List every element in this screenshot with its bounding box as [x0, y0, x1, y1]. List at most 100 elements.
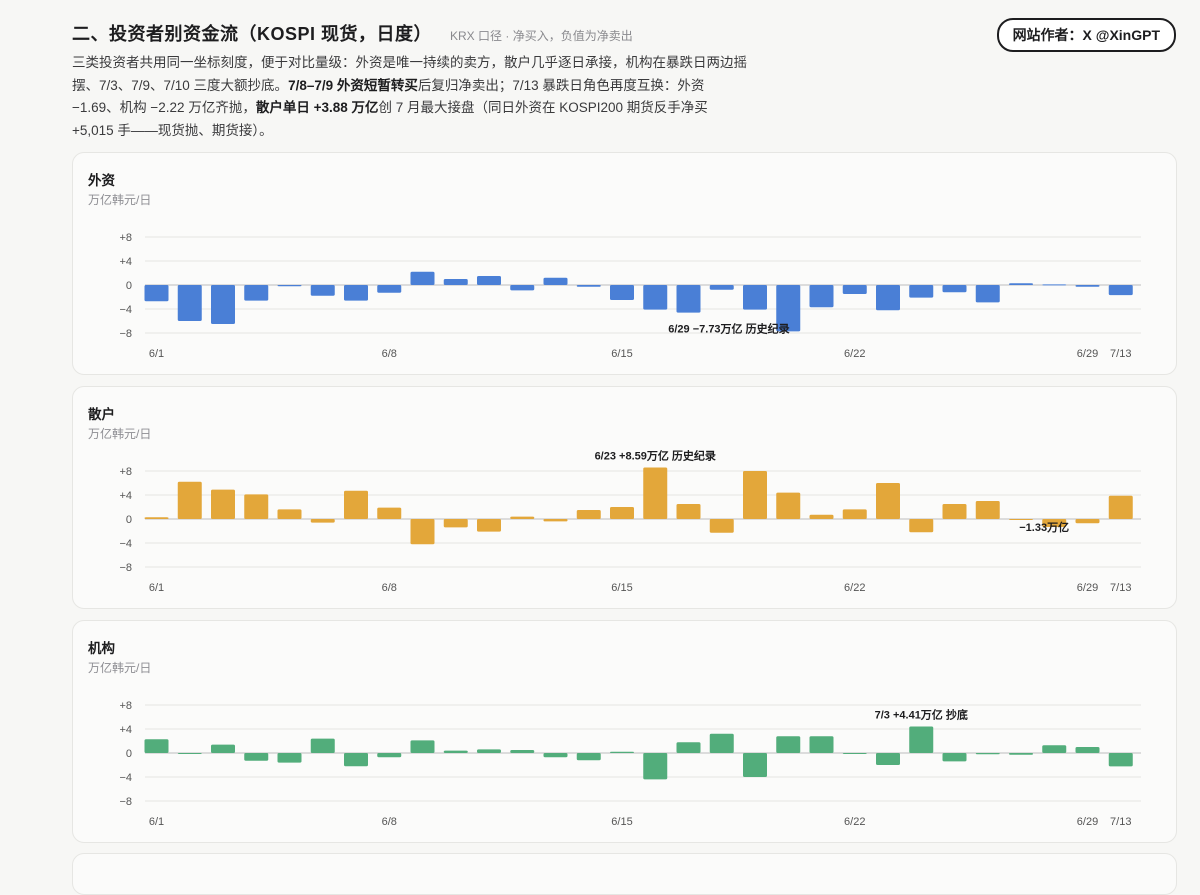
institution-y-tick-label: +4 [119, 724, 132, 736]
foreign-y-tick-label: −8 [119, 328, 132, 340]
institution-x-tick-label: 6/29 [1077, 816, 1098, 828]
foreign-bar [842, 285, 867, 294]
institution-panel-unit: 万亿韩元/日 [88, 661, 152, 675]
institution-bar [975, 753, 1000, 755]
institution-y-tick-label: 0 [126, 748, 132, 760]
retail-bar [211, 489, 235, 519]
retail-x-tick-label: 6/15 [611, 582, 632, 594]
foreign-y-tick-label: 0 [126, 280, 132, 292]
retail-bar [144, 517, 169, 519]
retail-x-tick-label: 6/1 [149, 582, 164, 594]
retail-annotation: −1.33万亿 [1019, 520, 1069, 534]
institution-bar [610, 751, 634, 753]
institution-bar [1042, 745, 1067, 753]
retail-bar [1108, 495, 1133, 519]
foreign-bar [177, 285, 202, 321]
retail-bar [244, 494, 269, 519]
foreign-bar [610, 285, 634, 300]
institution-bar [842, 753, 867, 754]
author-badge[interactable]: 网站作者：X @XinGPT [996, 18, 1176, 52]
retail-bar [743, 471, 767, 519]
retail-bar [477, 519, 501, 532]
retail-x-tick-label: 6/22 [844, 582, 865, 594]
description-text-3: 创 7 月最大接盘（同日外资在 KOSPI200 期货反手净买 +5,015 手… [72, 100, 708, 138]
retail-y-tick-label: −8 [119, 562, 132, 574]
retail-panel-title: 散户 [88, 407, 115, 422]
foreign-panel-unit: 万亿韩元/日 [88, 193, 152, 207]
description-bold-2: 散户单日 +3.88 万亿 [255, 100, 379, 115]
institution-panel-title: 机构 [88, 641, 115, 656]
institution-bar [909, 726, 934, 753]
retail-annotation: 6/23 +8.59万亿 历史纪录 [595, 448, 716, 462]
retail-bar [576, 510, 601, 519]
foreign-x-tick-label: 6/29 [1077, 348, 1098, 360]
retail-y-tick-label: +8 [119, 466, 132, 478]
foreign-bar [809, 285, 834, 308]
institution-bar [477, 749, 501, 753]
institution-bar [211, 744, 235, 753]
foreign-bar [477, 276, 501, 285]
description-text-2: 后复归净卖出；7/13 暴跌日角色再度互换：外资 −1.69、机构 −2.22 … [72, 77, 705, 116]
institution-bar [676, 742, 701, 753]
retail-x-tick-label: 6/29 [1077, 582, 1098, 594]
foreign-bar [310, 285, 335, 296]
foreign-bar [144, 285, 169, 302]
foreign-bar [942, 285, 967, 293]
foreign-bar [709, 285, 734, 290]
retail-bar [610, 507, 634, 519]
foreign-bar [277, 285, 302, 287]
foreign-bar [975, 285, 1000, 303]
retail-x-tick-label: 7/13 [1110, 582, 1131, 594]
retail-bar [909, 519, 934, 533]
institution-y-tick-label: −4 [119, 772, 132, 784]
foreign-y-tick-label: +4 [119, 256, 132, 268]
institution-bar [942, 753, 967, 762]
retail-bar [410, 519, 435, 545]
institution-bar [643, 753, 668, 780]
institution-x-tick-label: 6/1 [149, 816, 164, 828]
retail-bar [709, 519, 734, 533]
foreign-bar [377, 285, 402, 293]
institution-x-tick-label: 7/13 [1110, 816, 1131, 828]
institution-bar [1009, 753, 1033, 755]
foreign-y-tick-label: −4 [119, 304, 132, 316]
institution-bar [776, 736, 801, 753]
retail-bar [876, 483, 900, 519]
foreign-x-tick-label: 6/8 [382, 348, 397, 360]
foreign-bar [1108, 285, 1133, 296]
foreign-bar [909, 285, 934, 298]
foreign-bar [344, 285, 368, 301]
institution-y-tick-label: +8 [119, 700, 132, 712]
retail-bar [443, 519, 468, 528]
retail-y-tick-label: 0 [126, 514, 132, 526]
retail-investor-panel: 散户 万亿韩元/日 +8+40−4−86/16/86/156/226/297/6… [72, 386, 1177, 609]
foreign-bar [510, 285, 535, 291]
retail-bar [809, 514, 834, 519]
page-subtitle: KRX 口径 · 净买入，负值为净卖出 [450, 29, 633, 43]
description: 三类投资者共用同一坐标刻度，便于对比量级：外资是唯一持续的卖方，散户几乎逐日承接… [72, 52, 752, 142]
retail-y-tick-label: +4 [119, 490, 132, 502]
institution-y-tick-label: −8 [119, 796, 132, 808]
institution-bar [410, 740, 435, 753]
foreign-panel-title: 外资 [88, 173, 115, 188]
retail-bar [543, 519, 568, 522]
foreign-investor-panel: 外资 万亿韩元/日 +8+40−4−86/16/86/156/226/297/6… [72, 152, 1177, 375]
retail-bar [510, 516, 535, 519]
retail-bar [177, 481, 202, 519]
retail-bar [1009, 519, 1033, 520]
institution-bar [1075, 747, 1100, 753]
institution-bar [576, 753, 601, 761]
foreign-bar [1042, 284, 1067, 286]
institution-bar [310, 738, 335, 753]
institution-bar [177, 753, 202, 754]
retail-bar [344, 490, 368, 519]
foreign-bar [443, 279, 468, 285]
institution-x-tick-label: 6/15 [611, 816, 632, 828]
institution-bar [244, 753, 269, 761]
foreign-bar [876, 285, 900, 311]
foreign-bar [1009, 283, 1033, 285]
foreign-bar [576, 285, 601, 287]
institution-bar-chart: +8+40−4−86/16/86/156/226/297/67/137/3 +4… [119, 700, 1141, 828]
institution-investor-panel: 机构 万亿韩元/日 +8+40−4−86/16/86/156/226/297/6… [72, 620, 1177, 843]
retail-bar [676, 504, 701, 519]
